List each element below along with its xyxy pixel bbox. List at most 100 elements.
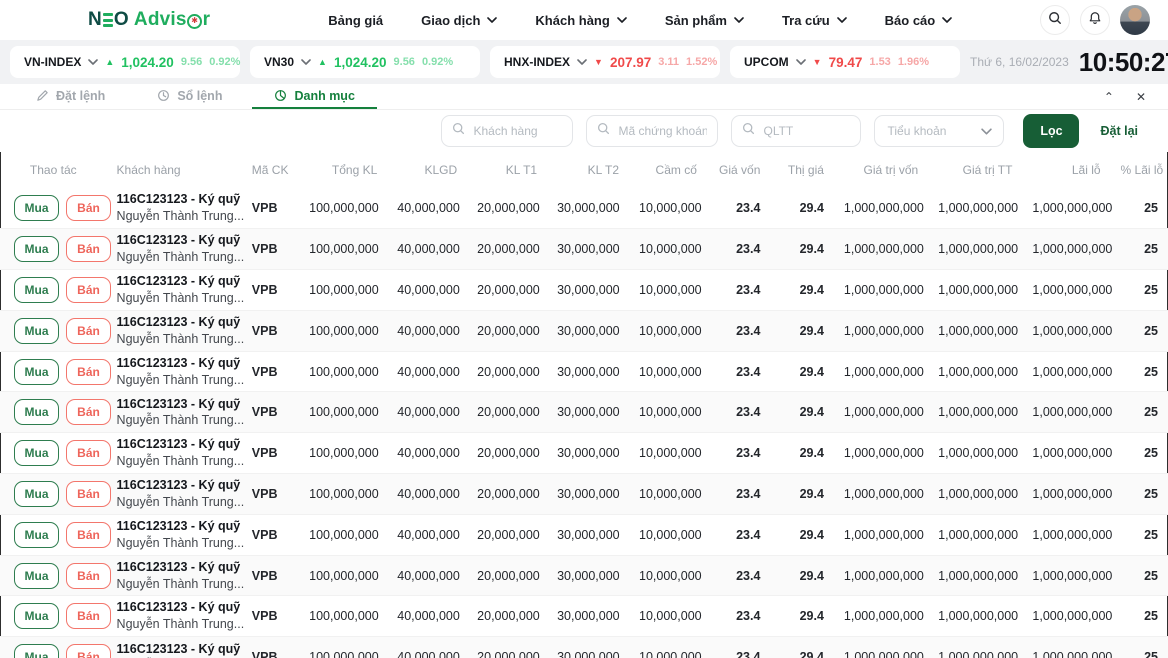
pledged-cell: 10,000,000: [629, 269, 707, 311]
datetime-display: Thứ 6, 16/02/2023 10:50:27: [970, 47, 1168, 78]
symbol-cell: VPB: [251, 201, 278, 216]
chevron-down-icon: [981, 126, 993, 136]
sell-button[interactable]: Bán: [66, 644, 111, 658]
sell-button[interactable]: Bán: [66, 521, 111, 548]
col-header-tong-kl: Tổng KL: [331, 163, 378, 177]
market-price-cell: 29.4: [770, 391, 834, 433]
chevron-down-icon: [487, 15, 498, 25]
close-panel-icon[interactable]: ✕: [1135, 89, 1146, 104]
nav-item-giao-dich[interactable]: Giao dịch: [421, 13, 498, 28]
traded-volume-cell: 40,000,000: [387, 228, 468, 270]
nav-item-bao-cao[interactable]: Báo cáo: [885, 13, 953, 28]
history-clock-icon: [157, 89, 170, 102]
tab-danh-muc[interactable]: Danh mục: [252, 84, 377, 109]
customer-search-field[interactable]: [441, 115, 574, 147]
buy-button[interactable]: Mua: [14, 276, 59, 303]
cost-price-cell: 23.4: [706, 432, 771, 474]
user-avatar[interactable]: [1120, 5, 1150, 35]
buy-button[interactable]: Mua: [14, 440, 59, 467]
buy-button[interactable]: Mua: [14, 521, 59, 548]
customer-name: Nguyễn Thành Trung...: [116, 576, 245, 591]
sell-button[interactable]: Bán: [66, 195, 111, 222]
col-header-klgd: KLGD: [424, 163, 458, 177]
collapse-panel-icon[interactable]: ⌃: [1103, 89, 1114, 104]
total-volume-cell: 100,000,000: [299, 432, 388, 474]
nav-item-san-pham[interactable]: Sản phẩm: [665, 13, 744, 28]
tabs: Đặt lệnh Sổ lệnh Danh mục: [14, 84, 377, 109]
cost-value-cell: 1,000,000,000: [833, 473, 929, 515]
qltt-search-field[interactable]: [731, 115, 862, 147]
index-card-hnxindex[interactable]: HNX-INDEX ▼ 207.97 3.11 1.52%: [490, 46, 720, 78]
buy-button[interactable]: Mua: [14, 236, 59, 263]
customer-cell: 116C123123 - Ký quỹ Nguyễn Thành Trung..…: [106, 432, 245, 474]
buy-button[interactable]: Mua: [14, 195, 59, 222]
nav-item-tra-cuu[interactable]: Tra cứu: [782, 13, 847, 28]
sell-button[interactable]: Bán: [66, 317, 111, 344]
volume-t2-cell: 30,000,000: [547, 554, 630, 596]
customer-cell: 116C123123 - Ký quỹ Nguyễn Thành Trung..…: [106, 391, 244, 433]
index-card-upcom[interactable]: UPCOM ▼ 79.47 1.53 1.96%: [730, 46, 960, 78]
account-number: 116C123123 - Ký quỹ: [116, 233, 241, 248]
sell-button[interactable]: Bán: [66, 603, 111, 630]
sell-button[interactable]: Bán: [66, 236, 111, 263]
market-value-cell: 1,000,000,000: [928, 636, 1023, 658]
cost-price-cell: 23.4: [706, 513, 771, 556]
symbol-cell: VPB: [241, 636, 300, 658]
buy-button[interactable]: Mua: [14, 399, 59, 426]
nav-item-khach-hang[interactable]: Khách hàng: [535, 13, 627, 28]
volume-t2-cell: 30,000,000: [547, 513, 630, 556]
cost-price-cell: 23.4: [706, 391, 771, 433]
subaccount-select[interactable]: Tiểu khoản: [874, 115, 1005, 147]
market-price-cell: 29.4: [799, 201, 824, 216]
sell-button[interactable]: Bán: [66, 399, 111, 426]
chevron-down-icon[interactable]: [88, 57, 99, 67]
chevron-down-icon[interactable]: [301, 57, 311, 67]
pnl-cell: 1,000,000,000: [1022, 554, 1112, 596]
volume-t1-cell: 20,000,000: [467, 228, 548, 270]
buy-button[interactable]: Mua: [14, 480, 59, 507]
buy-button[interactable]: Mua: [14, 644, 59, 658]
tab-so-lenh[interactable]: Sổ lệnh: [135, 84, 244, 109]
volume-t2-cell: 30,000,000: [547, 269, 630, 311]
customer-cell: 116C123123 - Ký quỹ Nguyễn Thành Trung..…: [106, 473, 244, 515]
pnl-pct-cell: 25: [1144, 201, 1158, 216]
reset-button[interactable]: Đặt lại: [1100, 124, 1138, 138]
index-card-vn30[interactable]: VN30 ▲ 1,024.20 9.56 0.92%: [250, 46, 480, 78]
sell-button[interactable]: Bán: [66, 480, 111, 507]
workspace-tab-bar: Đặt lệnh Sổ lệnh Danh mục ⌃ ✕: [0, 84, 1168, 110]
table-row: Mua Bán 116C123123 - Ký quỹ Nguyễn Thành …: [0, 554, 1168, 596]
nav-item-bang-gia[interactable]: Bảng giá: [328, 12, 384, 28]
tab-dat-lenh[interactable]: Đặt lệnh: [14, 84, 127, 109]
pnl-cell: 1,000,000,000: [1022, 269, 1112, 311]
market-price-cell: 29.4: [770, 513, 834, 556]
buy-button[interactable]: Mua: [14, 358, 59, 385]
sell-button[interactable]: Bán: [66, 562, 111, 589]
notifications-button[interactable]: [1080, 5, 1110, 35]
buy-button[interactable]: Mua: [14, 562, 59, 589]
volume-t2-cell: 30,000,000: [547, 391, 630, 433]
logo-advis-text: Advis: [133, 9, 187, 30]
customer-cell: 116C123123 - Ký quỹ Nguyễn Thành Trung..…: [106, 554, 245, 596]
symbol-search-field[interactable]: [586, 115, 719, 147]
col-header-kl-t1: KL T1: [505, 163, 538, 177]
neo-advisor-logo[interactable]: N O Advis ✱ r: [88, 9, 210, 31]
account-number: 116C123123 - Ký quỹ: [116, 192, 241, 207]
market-price-cell: 29.4: [770, 269, 834, 311]
sell-button[interactable]: Bán: [66, 358, 111, 385]
sell-button[interactable]: Bán: [66, 440, 111, 467]
index-card-vnindex[interactable]: VN-INDEX ▲ 1,024.20 9.56 0.92%: [10, 46, 240, 78]
chevron-down-icon[interactable]: [795, 57, 806, 67]
filter-button[interactable]: Lọc: [1023, 114, 1080, 148]
customer-search-input[interactable]: [473, 124, 563, 138]
sell-button[interactable]: Bán: [66, 276, 111, 303]
total-volume-cell: 100,000,000: [299, 309, 388, 352]
symbol-search-input[interactable]: [618, 124, 708, 138]
search-button[interactable]: [1040, 5, 1070, 35]
cost-value-cell: 1,000,000,000: [833, 350, 929, 392]
market-value-cell: 1,000,000,000: [928, 350, 1023, 392]
buy-button[interactable]: Mua: [14, 603, 59, 630]
buy-button[interactable]: Mua: [14, 317, 59, 344]
chevron-down-icon[interactable]: [577, 57, 587, 67]
qltt-search-input[interactable]: [763, 124, 851, 138]
customer-name: Nguyễn Thành Trung...: [116, 454, 245, 469]
